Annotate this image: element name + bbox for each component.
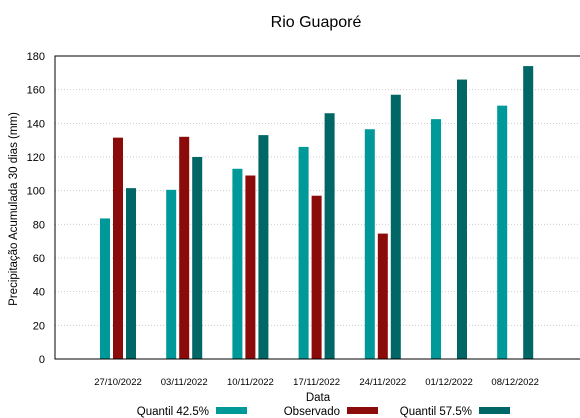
- y-tick-label: 60: [33, 253, 45, 265]
- bar-quantil-42-5--2: [232, 168, 243, 359]
- bar-quantil-57-5--1: [192, 157, 203, 359]
- plot-frame: [54, 55, 580, 360]
- y-tick-label: 20: [33, 320, 45, 332]
- x-axis-ticks: 27/10/2022 03/11/2022 10/11/2022 17/11/2022…: [94, 377, 539, 388]
- bar-observado-2: [245, 175, 256, 359]
- bar-quantil-42-5--1: [166, 189, 177, 359]
- bar-observado-3: [311, 195, 322, 359]
- bar-quantil-57-5--5: [457, 79, 467, 360]
- y-tick-label: 100: [27, 186, 45, 198]
- x-tick-label: 10/11/2022: [227, 377, 274, 388]
- bar-observado-4: [377, 233, 388, 359]
- bar-quantil-42-5--6: [497, 105, 508, 360]
- bars: [100, 66, 534, 360]
- y-axis-label: Precipitação Acumulada 30 dias (mm): [8, 112, 20, 306]
- bar-quantil-57-5--2: [258, 135, 269, 359]
- x-axis-label: Data: [306, 392, 331, 404]
- x-tick-label: 24/11/2022: [359, 377, 406, 388]
- x-tick-label: 08/12/2022: [491, 377, 539, 388]
- y-tick-label: 80: [33, 219, 45, 231]
- legend: Quantil 42.5% Observado Quantil 57.5%: [137, 406, 510, 418]
- y-tick-label: 40: [33, 287, 45, 299]
- bar-quantil-42-5--4: [364, 129, 375, 359]
- grid-lines: [55, 89, 580, 326]
- bar-quantil-42-5--0: [100, 218, 110, 359]
- legend-label: Quantil 57.5%: [400, 406, 472, 418]
- y-tick-label: 180: [27, 51, 45, 63]
- x-tick-label: 01/12/2022: [425, 377, 473, 388]
- bar-quantil-57-5--3: [324, 113, 335, 359]
- y-axis-ticks: 0 20 40 60 80 100 120 140 160 180: [27, 51, 45, 366]
- bar-quantil-57-5--4: [390, 94, 401, 359]
- y-tick-label: 0: [39, 354, 45, 366]
- bar-quantil-57-5--0: [126, 188, 136, 359]
- y-tick-label: 120: [27, 152, 45, 164]
- bar-quantil-42-5--3: [298, 146, 309, 359]
- y-tick-label: 160: [27, 85, 45, 97]
- x-tick-label: 03/11/2022: [161, 377, 208, 388]
- x-tick-label: 27/10/2022: [94, 377, 142, 388]
- bar-observado-1: [179, 136, 190, 359]
- bar-quantil-57-5--6: [523, 66, 534, 359]
- legend-swatch: [216, 407, 247, 414]
- x-tick-label: 17/11/2022: [293, 377, 340, 388]
- chart-title: Rio Guaporé: [271, 14, 362, 31]
- legend-swatch: [479, 407, 510, 414]
- y-tick-label: 140: [27, 118, 45, 130]
- bar-observado-0: [113, 137, 123, 359]
- legend-swatch: [347, 407, 378, 414]
- legend-label: Quantil 42.5%: [137, 406, 209, 418]
- bar-quantil-42-5--5: [431, 119, 441, 359]
- legend-label: Observado: [284, 406, 340, 418]
